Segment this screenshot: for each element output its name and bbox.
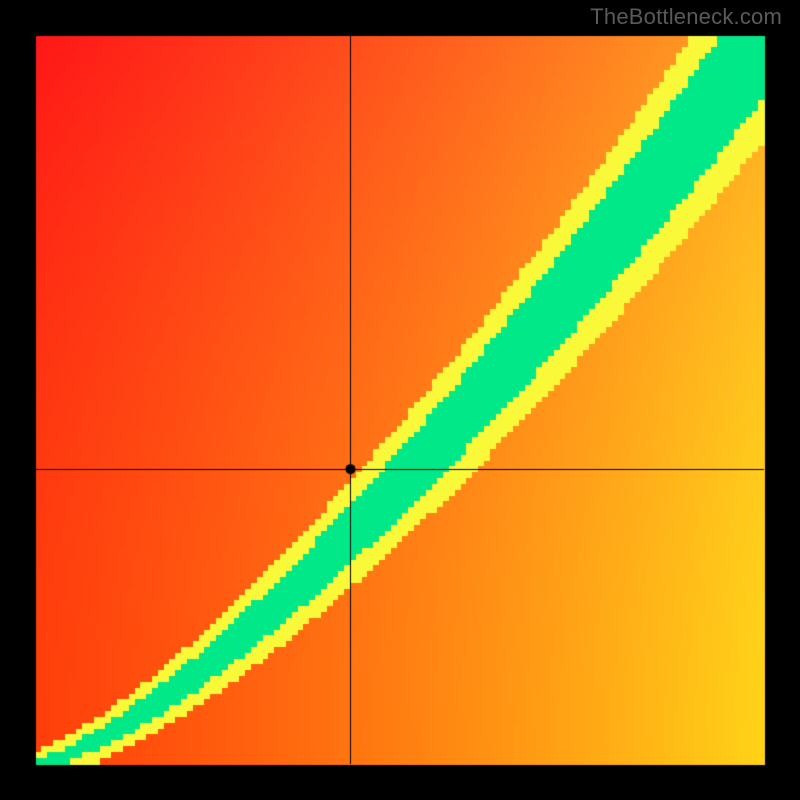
watermark-text: TheBottleneck.com xyxy=(590,4,782,30)
bottleneck-heatmap xyxy=(0,0,800,800)
